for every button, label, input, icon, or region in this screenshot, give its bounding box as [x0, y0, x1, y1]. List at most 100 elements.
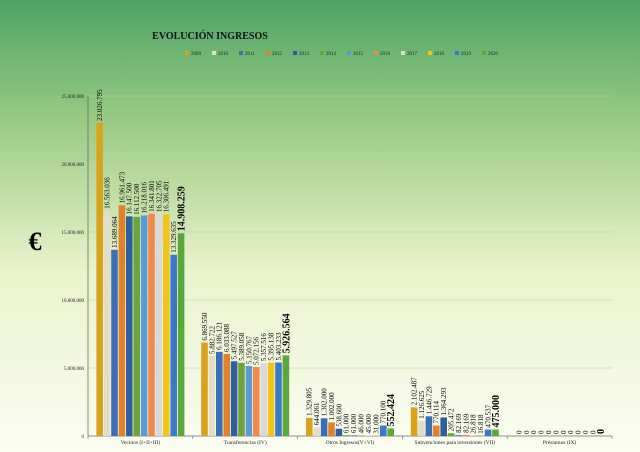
bar-2012: [328, 422, 335, 436]
legend: 2009 2010 2011 2012 2013 2014 2015 2016 2017 2018…: [185, 51, 499, 57]
data-label: 5.150.767: [245, 335, 253, 364]
bar-2016: [148, 213, 155, 436]
legend-swatch: [374, 51, 378, 55]
data-label: 0: [545, 430, 553, 434]
bar-2019: [380, 425, 387, 436]
data-label: 5.882.722: [208, 325, 216, 354]
y-tick-label: 10.000.000: [62, 299, 85, 304]
bar-2017: [155, 214, 163, 436]
data-label: 0: [567, 430, 575, 434]
bar-2014: [343, 435, 350, 436]
bar-2020: [282, 355, 290, 436]
data-label: 5.072.156: [253, 337, 261, 366]
bar-2019: [170, 254, 177, 436]
bar-2019: [484, 429, 492, 436]
data-label: 16.322.705: [155, 180, 163, 212]
legend-swatch: [212, 51, 216, 55]
data-label: 5.926.564: [281, 313, 292, 353]
data-label: 644.061: [313, 402, 321, 425]
bar-2011: [320, 418, 328, 436]
bar-2011: [425, 416, 433, 436]
data-label: 2.102.487: [411, 377, 419, 406]
bar-2013: [335, 428, 343, 436]
data-label: 0: [589, 430, 597, 434]
legend-swatch: [482, 51, 486, 55]
legend-label: 2018: [434, 52, 445, 57]
data-label: 1.302.000: [321, 388, 329, 417]
x-tick-label: Vecinos (I+II+III): [121, 439, 161, 446]
data-label: 5.497.527: [231, 331, 239, 360]
bars: [96, 122, 499, 437]
data-label: 16.112.500: [133, 183, 141, 215]
data-label: 770.100: [380, 400, 388, 423]
bar-2018: [267, 362, 275, 436]
bar-2015: [350, 435, 357, 436]
bar-2017: [365, 435, 372, 436]
data-label: 61.000: [350, 413, 358, 433]
bar-2012: [223, 353, 230, 436]
legend-swatch: [239, 51, 243, 55]
y-tick-label: 0: [82, 435, 85, 440]
y-tick-label: 20.000.000: [62, 163, 85, 168]
legend-label: 2012: [272, 52, 283, 57]
data-label: 31.000: [372, 414, 380, 434]
data-label: 0: [575, 430, 583, 434]
y-tick-label: 5.000.000: [64, 367, 85, 372]
bar-2011: [111, 249, 118, 436]
bar-2010: [313, 427, 320, 436]
data-label: 5.395.138: [268, 332, 276, 361]
bar-2012: [433, 425, 440, 436]
data-label: 1.329.805: [306, 387, 314, 416]
data-label: 770.114: [433, 401, 441, 424]
legend-label: 2015: [353, 52, 364, 57]
data-label: 6.186.121: [216, 321, 224, 350]
bar-2015: [140, 215, 148, 436]
bar-2011: [216, 351, 223, 436]
data-label: 0: [560, 430, 568, 434]
legend-swatch: [401, 51, 405, 55]
bar-2015: [455, 434, 462, 436]
bar-2017: [260, 363, 267, 436]
bar-2020: [492, 429, 499, 436]
data-label: 0: [523, 430, 531, 434]
bar-2010: [418, 420, 425, 436]
bar-2009: [410, 407, 418, 436]
bar-2014: [133, 216, 140, 436]
bar-2016: [462, 434, 470, 436]
data-label: 26.818: [470, 414, 478, 434]
axes: 0 5.000.000 10.000.000 15.000.000 20.000.000…: [62, 95, 613, 446]
bar-2009: [201, 342, 208, 436]
data-label: 205.472: [448, 408, 456, 431]
bar-2018: [163, 214, 170, 436]
data-label: 0: [552, 430, 560, 434]
data-label: 470.537: [485, 404, 493, 427]
bar-2013: [440, 417, 447, 436]
data-label: 82.169: [462, 413, 470, 433]
bar-2013: [126, 216, 133, 436]
data-label: 16.306.491: [163, 180, 171, 212]
data-label: 13.329.635: [170, 221, 178, 253]
bar-2012: [118, 205, 126, 436]
chart-title: EVOLUCIÓN INGRESOS: [152, 30, 268, 42]
bar-2020: [387, 428, 394, 436]
data-label: 0: [538, 430, 546, 434]
bar-2009: [306, 417, 313, 436]
legend-swatch: [293, 51, 297, 55]
data-label: 5.389.058: [238, 332, 246, 361]
data-label: 16.818: [477, 414, 485, 434]
bar-2014: [238, 362, 245, 436]
y-tick-label: 25.000.000: [62, 95, 85, 100]
x-tick-label: Préstamos (IX): [543, 439, 577, 446]
bar-2013: [230, 361, 238, 436]
data-label: 552.424: [386, 394, 397, 427]
legend-label: 2013: [299, 52, 310, 57]
legend-label: 2019: [461, 52, 472, 57]
data-label: 5.357.516: [260, 333, 268, 362]
data-label: 16.218.016: [141, 181, 149, 213]
legend-label: 2010: [218, 52, 229, 57]
data-label: 475.000: [491, 395, 502, 428]
legend-label: 2009: [191, 52, 202, 57]
data-label: 0: [515, 430, 523, 434]
bar-2010: [208, 355, 216, 436]
